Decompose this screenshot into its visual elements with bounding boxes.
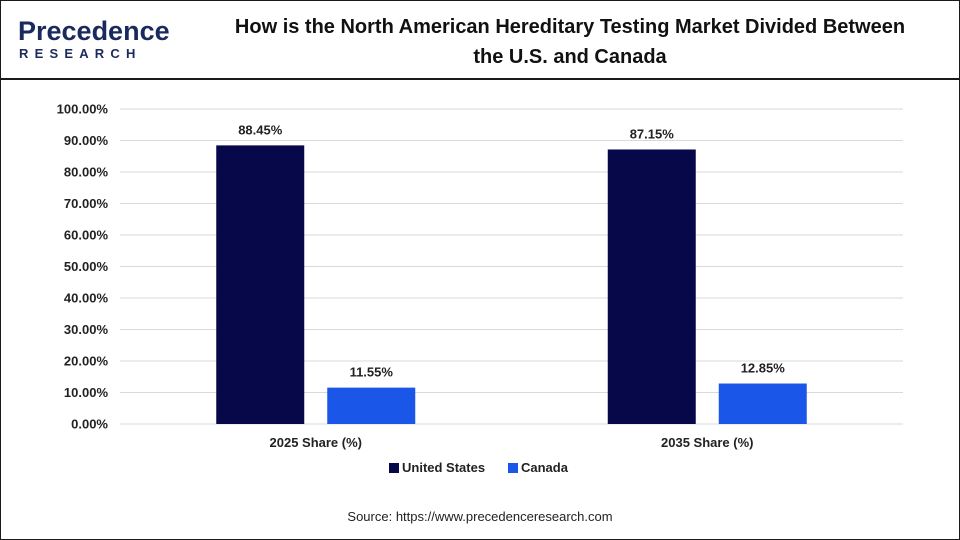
y-tick-label: 50.00% — [64, 259, 109, 274]
bar — [718, 383, 807, 424]
y-tick-label: 0.00% — [71, 417, 108, 432]
y-tick-label: 100.00% — [57, 102, 109, 117]
bar — [327, 387, 416, 424]
y-tick-label: 60.00% — [64, 228, 109, 243]
legend-label: Canada — [521, 460, 569, 475]
chart-title: How is the North American Hereditary Tes… — [180, 12, 960, 72]
y-tick-label: 40.00% — [64, 291, 109, 306]
brand-logo: Precedence RESEARCH — [18, 16, 170, 66]
legend-swatch — [508, 463, 518, 473]
data-label: 88.45% — [238, 122, 283, 137]
y-tick-label: 80.00% — [64, 165, 109, 180]
data-label: 87.15% — [630, 126, 675, 141]
data-label: 11.55% — [350, 365, 394, 380]
y-tick-label: 70.00% — [64, 196, 109, 211]
bar — [216, 145, 305, 424]
data-label: 12.85% — [741, 361, 786, 376]
x-category-label: 2025 Share (%) — [270, 435, 363, 450]
chart-title-line-2: the U.S. and Canada — [473, 46, 667, 68]
y-tick-label: 30.00% — [64, 322, 109, 337]
legend-label: United States — [402, 460, 485, 475]
logo-subtitle: RESEARCH — [19, 46, 142, 61]
bar — [607, 149, 696, 424]
x-category-label: 2035 Share (%) — [661, 435, 754, 450]
chart-title-line-1: How is the North American Hereditary Tes… — [234, 16, 906, 38]
y-tick-label: 90.00% — [64, 133, 109, 148]
legend-swatch — [389, 463, 399, 473]
source-note: Source: https://www.precedenceresearch.c… — [347, 509, 613, 524]
y-tick-label: 10.00% — [64, 385, 109, 400]
bar-chart: 0.00% 10.00% 20.00% 30.00% 40.00% 50.00% 60.00… — [57, 102, 903, 475]
logo-wordmark: Precedence — [18, 16, 170, 46]
header: Precedence RESEARCH How is the North Ame… — [0, 0, 960, 80]
y-tick-label: 20.00% — [64, 354, 109, 369]
